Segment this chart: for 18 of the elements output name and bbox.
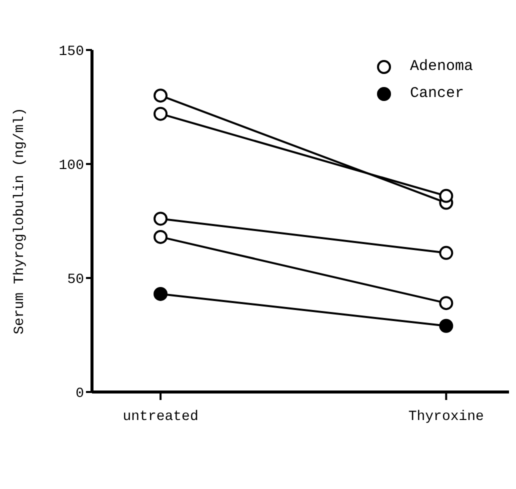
point xyxy=(439,246,454,260)
y-axis-title: Serum Thyroglobulin (ng/ml) xyxy=(12,108,28,334)
point xyxy=(154,88,168,103)
point xyxy=(154,106,168,121)
point xyxy=(154,212,168,226)
point xyxy=(439,318,454,333)
x-tick-label: untreated xyxy=(122,408,198,425)
y-tick-label: 100 xyxy=(58,158,84,174)
y-tick-label: 150 xyxy=(58,44,84,60)
point xyxy=(439,188,454,203)
legend-label: Cancer xyxy=(410,85,464,102)
y-tick-label: 50 xyxy=(67,272,84,288)
y-tick-label: 0 xyxy=(76,386,84,402)
point xyxy=(154,230,168,244)
point xyxy=(154,286,168,301)
legend-label: Adenoma xyxy=(410,58,473,75)
point xyxy=(439,296,454,310)
x-tick-label: Thyroxine xyxy=(408,408,484,425)
